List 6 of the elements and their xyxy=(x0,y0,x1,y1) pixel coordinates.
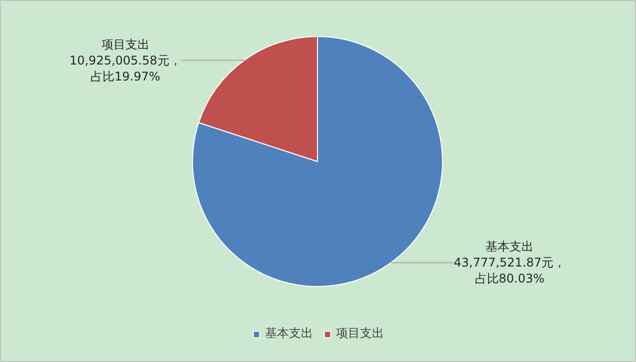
legend-label: 基本支出 xyxy=(265,325,313,342)
slice-label: 项目支出 xyxy=(101,37,150,52)
data-label: 10,925,005.58元，占比19.97% xyxy=(69,53,182,84)
slice-label: 基本支出 xyxy=(486,240,534,254)
data-label: 43,777,521.87元，占比80.03% xyxy=(454,256,566,286)
legend-label: 项目支出 xyxy=(336,325,384,342)
